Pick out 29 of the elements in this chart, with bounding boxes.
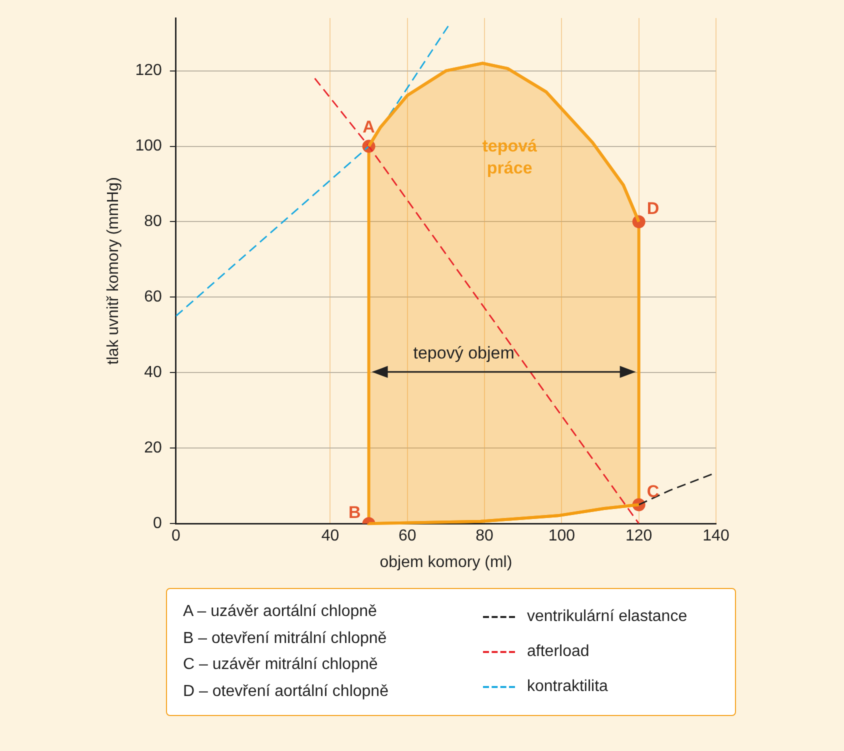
text: C – uzávěr mitrální chlopně [183,656,379,674]
x-tick-label: 40 [321,528,340,545]
y-axis-title: tlak uvnitř komory (mmHg) [105,177,122,365]
band-label: tepový objem [413,344,514,363]
text: D – otevření aortální chlopně [183,682,390,701]
y-tick-label: 60 [144,288,162,306]
x-tick-label: 80 [476,528,494,545]
y-tick-label: 40 [144,364,162,382]
text: B – otevření mitrální chlopně [183,630,388,648]
text: tepová práce [482,136,538,178]
y-tick-label: 120 [135,62,162,80]
y-tick-label: 20 [144,440,162,457]
legend-label: kontraktilita [527,678,608,696]
y-tick-label: 0 [152,515,162,532]
x-tick-label: 140 [702,528,730,545]
text: A – uzávěr aortální chlopně [183,603,378,622]
data-label: D [646,198,660,218]
data-label: B [348,502,361,522]
data-label: C [646,482,660,501]
legend-label: afterload [527,642,590,661]
x-tick-label: 0 [171,528,180,545]
data-label: A [362,117,375,136]
legend-label: ventrikulární elastance [527,608,688,626]
x-axis-title: objem komory (ml) [380,554,512,571]
y-tick-label: 100 [135,138,162,155]
y-tick-label: 80 [144,213,162,230]
x-tick-label: 60 [398,528,416,545]
x-tick-label: 100 [548,528,576,545]
x-tick-label: 120 [625,528,652,545]
